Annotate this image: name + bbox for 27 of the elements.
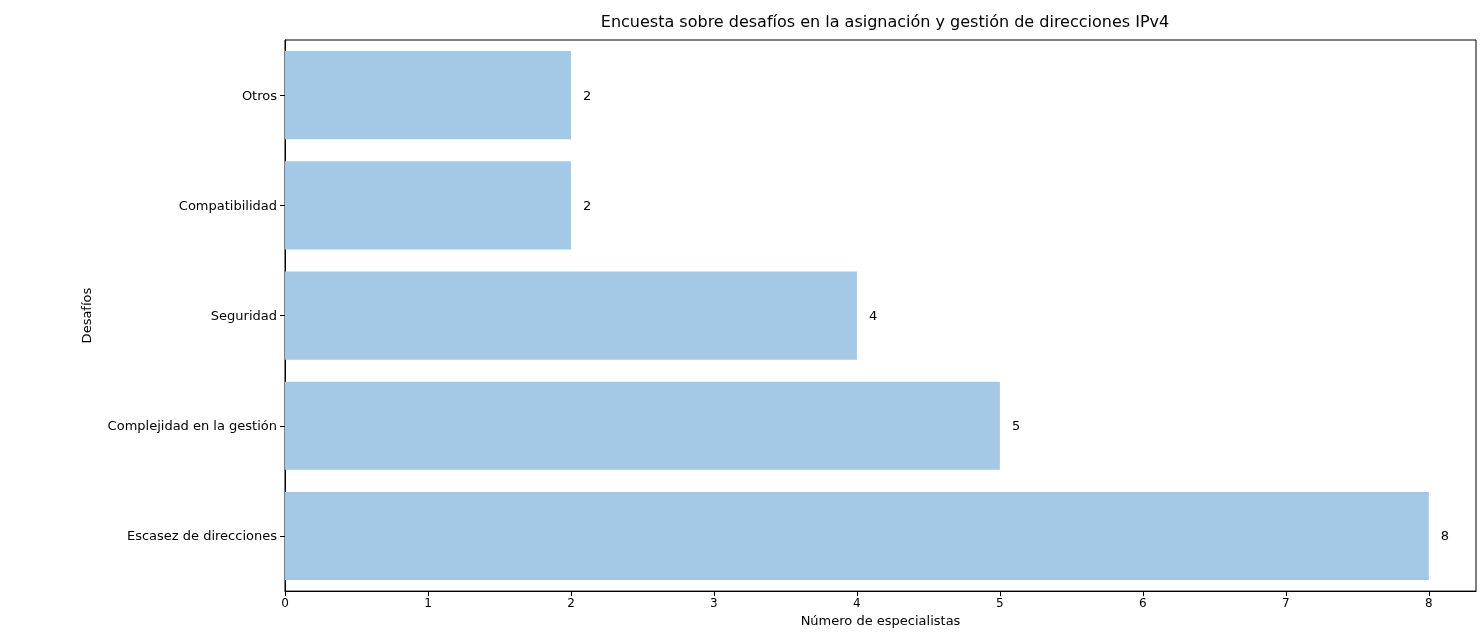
bar [285,491,1429,581]
data-label: 4 [868,308,878,324]
bar [285,51,571,140]
y-tick-label: Compatibilidad [178,197,277,213]
y-tick-label: Complejidad en la gestión [107,418,277,434]
chart-title: Encuesta sobre desafíos en la asignación y gestión de direcciones IPv4 [600,11,1170,31]
data-label: 5 [1011,418,1021,434]
y-tick-label: Otros [241,87,278,103]
bar [285,271,857,360]
x-tick-label: 4 [853,596,861,611]
x-axis-title: Número de especialistas [800,613,961,628]
data-label: 2 [582,87,592,103]
x-tick-label: 1 [424,596,432,611]
x-tick-label: 0 [281,596,289,611]
bar [285,161,571,250]
x-tick-label: 8 [1425,596,1433,611]
y-tick-label: Seguridad [210,308,277,324]
x-tick-label: 7 [1282,596,1290,611]
x-tick-label: 5 [996,596,1004,611]
y-tick-label: Escasez de direcciones [126,528,278,544]
x-tick-label: 6 [1139,596,1147,611]
data-label: 8 [1440,528,1450,544]
x-tick-label: 3 [710,596,718,611]
bar [285,381,1000,470]
data-label: 2 [582,197,592,213]
y-axis-title: Desafíos [79,287,94,344]
x-tick-label: 2 [567,596,575,611]
